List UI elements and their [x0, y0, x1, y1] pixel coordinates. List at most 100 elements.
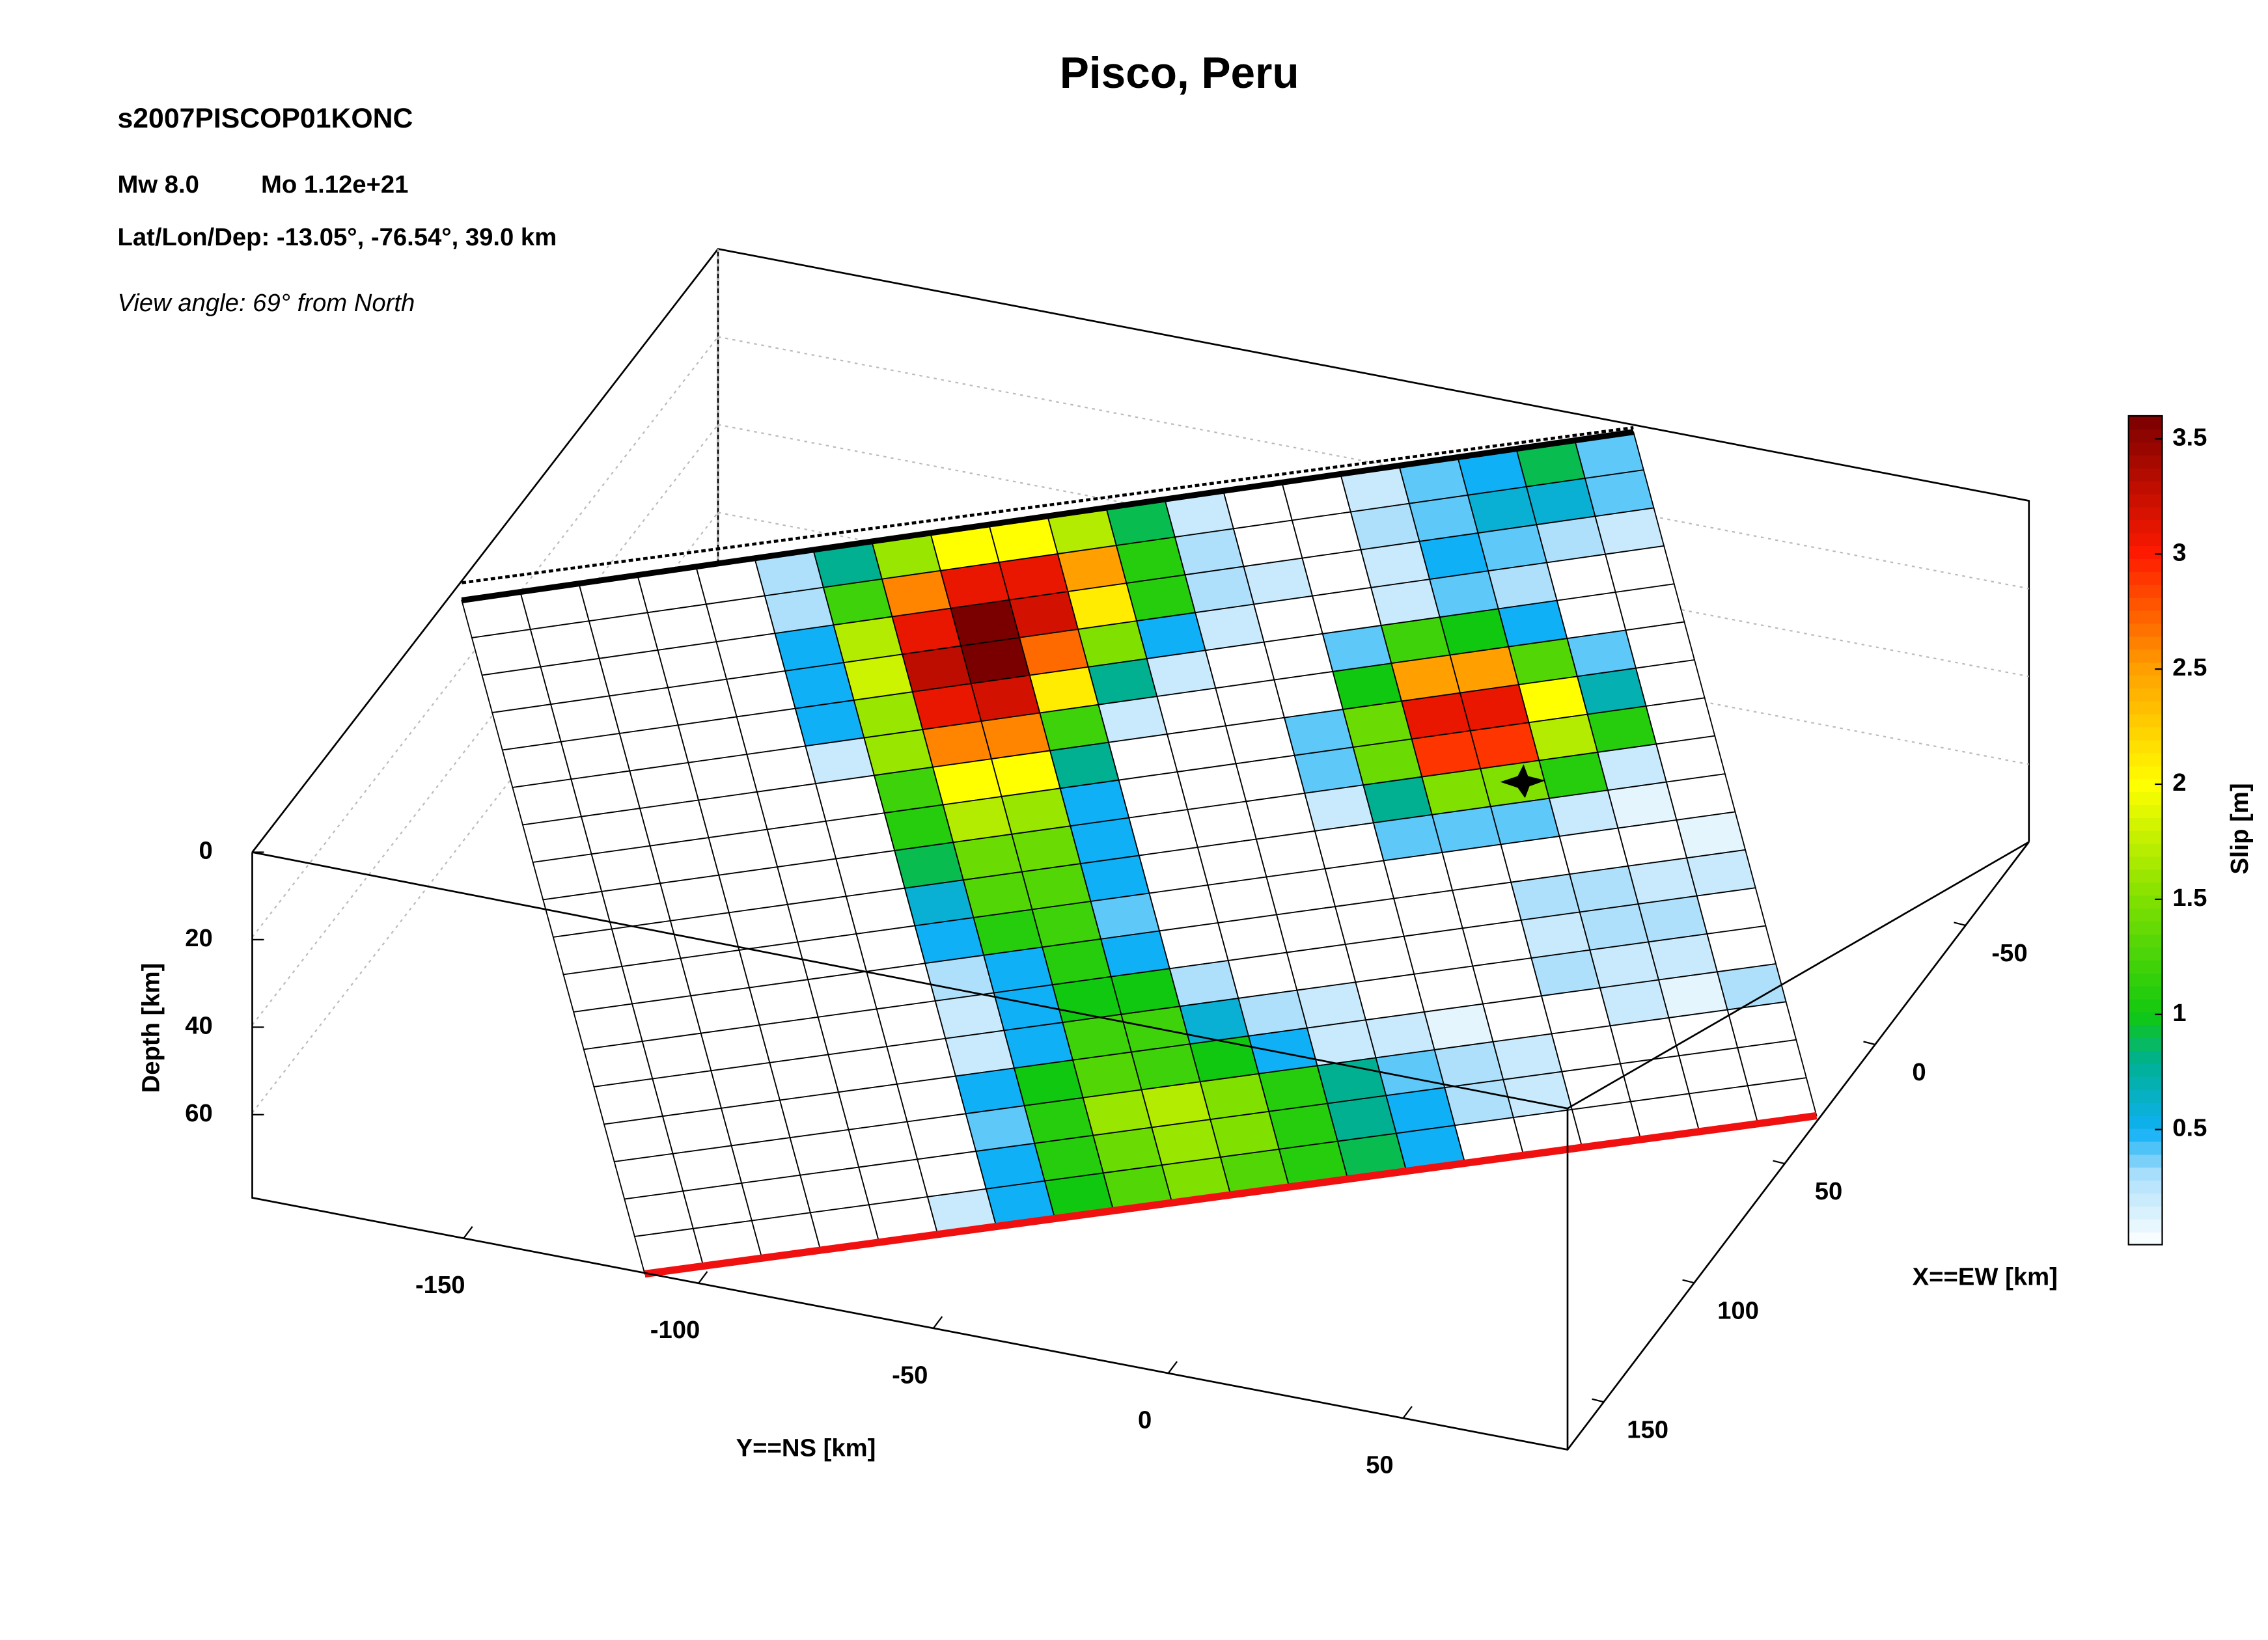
colorbar-tick-label: 1.5 [2172, 884, 2207, 912]
magnitude: Mw 8.0 [118, 171, 199, 198]
x-tick-label: 0 [1912, 1058, 1926, 1086]
colorbar-step [2128, 946, 2163, 961]
colorbar-step [2128, 998, 2163, 1013]
colorbar-step [2128, 869, 2163, 883]
y-tick-label: -150 [415, 1271, 465, 1299]
colorbar-tick-label: 2.5 [2172, 653, 2207, 681]
x-tick [1863, 1041, 1875, 1046]
colorbar-step [2128, 1128, 2163, 1142]
colorbar-step [2128, 765, 2163, 780]
colorbar-step [2128, 558, 2163, 572]
colorbar-step [2128, 830, 2163, 844]
colorbar-frame [2127, 415, 2163, 1246]
colorbar-step [2128, 480, 2163, 495]
colorbar-step [2128, 584, 2163, 598]
colorbar-step [2128, 882, 2163, 896]
colorbar-step [2128, 921, 2163, 935]
hypocenter-star [1500, 764, 1546, 799]
axes-box-front [251, 426, 2030, 1451]
y-tick-label: 0 [1138, 1406, 1152, 1434]
colorbar-step [2128, 804, 2163, 818]
colorbar-step [2128, 662, 2163, 676]
colorbar-step [2128, 1089, 2163, 1103]
colorbar-step [2128, 519, 2163, 534]
colorbar-step [2128, 791, 2163, 806]
fault-top-edge [461, 429, 1634, 603]
colorbar-step [2128, 817, 2163, 831]
colorbar-tick-label: 3 [2172, 538, 2186, 566]
colorbar-step [2128, 1024, 2163, 1039]
colorbar-step [2128, 649, 2163, 663]
colorbar-step [2128, 506, 2163, 521]
x-tick-label: -50 [1991, 939, 2027, 967]
z-tick-label: 40 [185, 1011, 213, 1039]
y-tick [463, 1226, 473, 1239]
fault-bottom-edge [644, 1112, 1818, 1278]
x-tick [1773, 1160, 1785, 1165]
colorbar-step [2128, 1037, 2163, 1052]
colorbar-step [2128, 1205, 2163, 1220]
colorbar-step [2128, 700, 2163, 715]
colorbar-step [2128, 985, 2163, 1000]
colorbar-step [2128, 1231, 2163, 1246]
colorbar-label: Slip [m] [2226, 783, 2254, 874]
colorbar-step [2128, 1063, 2163, 1077]
colorbar-step [2128, 1180, 2163, 1194]
y-tick [1402, 1406, 1413, 1419]
colorbar-step [2128, 1102, 2163, 1116]
colorbar-step [2128, 454, 2163, 469]
y-tick [932, 1316, 943, 1329]
colorbar-step [2128, 623, 2163, 637]
colorbar-step [2128, 726, 2163, 741]
event-id: s2007PISCOP01KONC [118, 103, 413, 134]
colorbar: 0.5 1 1.5 2 2.5 3 3.5 [2127, 415, 2207, 1246]
location: Lat/Lon/Dep: -13.05°, -76.54°, 39.0 km [118, 223, 557, 251]
colorbar-step [2128, 1050, 2163, 1065]
fault-plane [461, 431, 1818, 1275]
y-tick-label: -50 [892, 1361, 928, 1389]
front-edges [251, 841, 2030, 1451]
y-tick [698, 1271, 708, 1284]
z-tick-label: 60 [185, 1099, 213, 1127]
back-edges [251, 248, 2030, 853]
x-tick-label: 100 [1717, 1296, 1759, 1324]
colorbar-step [2128, 674, 2163, 689]
z-axis-label: Depth [km] [137, 963, 165, 1093]
colorbar-step [2128, 1154, 2163, 1168]
y-tick-label: 50 [1366, 1451, 1394, 1479]
colorbar-step [2128, 959, 2163, 974]
colorbar-step [2128, 636, 2163, 650]
colorbar-tick-label: 1 [2172, 999, 2186, 1027]
colorbar-step [2128, 739, 2163, 754]
colorbar-step [2128, 597, 2163, 611]
colorbar-step [2128, 428, 2163, 443]
fault-trace-dotted [461, 426, 1634, 584]
colorbar-step [2128, 1011, 2163, 1026]
colorbar-step [2128, 713, 2163, 728]
y-tick [1167, 1361, 1178, 1374]
x-tick-label: 150 [1627, 1415, 1668, 1443]
colorbar-step [2128, 610, 2163, 624]
colorbar-step [2128, 1076, 2163, 1090]
colorbar-step [2128, 778, 2163, 793]
x-axis-label: X==EW [km] [1913, 1263, 2058, 1291]
moment: Mo 1.12e+21 [261, 171, 408, 198]
colorbar-step [2128, 908, 2163, 922]
colorbar-step [2128, 571, 2163, 585]
colorbar-step [2128, 493, 2163, 508]
colorbar-step [2128, 895, 2163, 909]
x-tick [1954, 922, 1966, 927]
colorbar-step [2128, 545, 2163, 560]
y-tick-label: -100 [650, 1316, 700, 1344]
colorbar-step [2128, 441, 2163, 456]
x-tick [1682, 1279, 1694, 1284]
colorbar-tick-label: 3.5 [2172, 423, 2207, 451]
z-tick-label: 20 [185, 924, 213, 952]
colorbar-step [2128, 972, 2163, 987]
colorbar-step [2128, 687, 2163, 702]
chart-title: Pisco, Peru [1060, 49, 1299, 98]
colorbar-step [2128, 1167, 2163, 1181]
y-axis-label: Y==NS [km] [736, 1434, 876, 1462]
colorbar-step [2128, 1141, 2163, 1155]
